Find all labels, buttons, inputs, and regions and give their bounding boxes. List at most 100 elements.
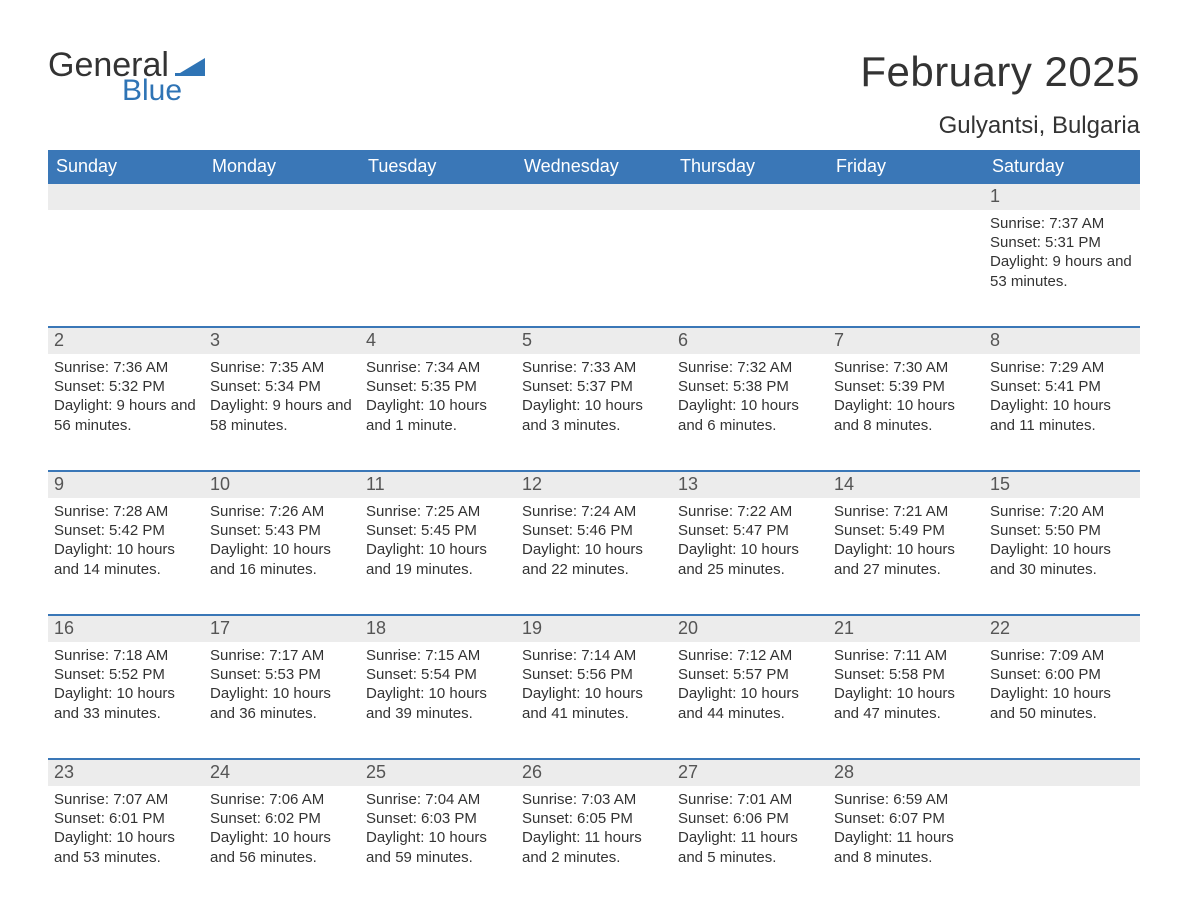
day-number: 3: [204, 328, 360, 354]
weekday-header: Monday: [204, 150, 360, 184]
day-number: [672, 184, 828, 210]
day-number: 11: [360, 472, 516, 498]
sunset-text: Sunset: 5:35 PM: [366, 377, 510, 396]
day-cell: Sunrise: 7:03 AMSunset: 6:05 PMDaylight:…: [516, 786, 672, 876]
sunset-text: Sunset: 6:05 PM: [522, 809, 666, 828]
day-number: 14: [828, 472, 984, 498]
sunset-text: Sunset: 5:32 PM: [54, 377, 198, 396]
day-number: 22: [984, 616, 1140, 642]
sunrise-text: Sunrise: 7:03 AM: [522, 790, 666, 809]
day-number: 9: [48, 472, 204, 498]
calendar-week: 9101112131415Sunrise: 7:28 AMSunset: 5:4…: [48, 470, 1140, 588]
day-cell: Sunrise: 7:04 AMSunset: 6:03 PMDaylight:…: [360, 786, 516, 876]
sunset-text: Sunset: 5:50 PM: [990, 521, 1134, 540]
daylight-text: Daylight: 9 hours and 56 minutes.: [54, 396, 198, 434]
weekday-header: Wednesday: [516, 150, 672, 184]
brand-word-2: Blue: [122, 76, 205, 106]
day-number: 2: [48, 328, 204, 354]
sunrise-text: Sunrise: 7:35 AM: [210, 358, 354, 377]
day-number: 1: [984, 184, 1140, 210]
daylight-text: Daylight: 10 hours and 59 minutes.: [366, 828, 510, 866]
weekday-header-row: SundayMondayTuesdayWednesdayThursdayFrid…: [48, 150, 1140, 184]
sunset-text: Sunset: 6:06 PM: [678, 809, 822, 828]
day-number: 25: [360, 760, 516, 786]
day-number: 4: [360, 328, 516, 354]
day-cell: Sunrise: 7:37 AMSunset: 5:31 PMDaylight:…: [984, 210, 1140, 300]
daylight-text: Daylight: 10 hours and 36 minutes.: [210, 684, 354, 722]
title-block: February 2025 Gulyantsi, Bulgaria: [860, 48, 1140, 140]
day-number-row: 2345678: [48, 328, 1140, 354]
sunset-text: Sunset: 5:49 PM: [834, 521, 978, 540]
day-cell: Sunrise: 7:28 AMSunset: 5:42 PMDaylight:…: [48, 498, 204, 588]
sunrise-text: Sunrise: 7:04 AM: [366, 790, 510, 809]
day-cell: Sunrise: 7:30 AMSunset: 5:39 PMDaylight:…: [828, 354, 984, 444]
sunset-text: Sunset: 5:37 PM: [522, 377, 666, 396]
day-number: 17: [204, 616, 360, 642]
daylight-text: Daylight: 9 hours and 58 minutes.: [210, 396, 354, 434]
day-number: 7: [828, 328, 984, 354]
calendar-week: 232425262728Sunrise: 7:07 AMSunset: 6:01…: [48, 758, 1140, 876]
day-number: 6: [672, 328, 828, 354]
page-header: General Blue February 2025 Gulyantsi, Bu…: [48, 48, 1140, 140]
weekday-header: Thursday: [672, 150, 828, 184]
day-cell: [984, 786, 1140, 876]
day-number-row: 9101112131415: [48, 472, 1140, 498]
sunrise-text: Sunrise: 7:21 AM: [834, 502, 978, 521]
calendar-grid: SundayMondayTuesdayWednesdayThursdayFrid…: [48, 150, 1140, 876]
day-cell: Sunrise: 7:36 AMSunset: 5:32 PMDaylight:…: [48, 354, 204, 444]
day-number-row: 232425262728: [48, 760, 1140, 786]
day-cell: Sunrise: 7:25 AMSunset: 5:45 PMDaylight:…: [360, 498, 516, 588]
day-cell: Sunrise: 7:15 AMSunset: 5:54 PMDaylight:…: [360, 642, 516, 732]
sunrise-text: Sunrise: 7:26 AM: [210, 502, 354, 521]
day-cell: [48, 210, 204, 300]
sunset-text: Sunset: 5:56 PM: [522, 665, 666, 684]
day-number: 8: [984, 328, 1140, 354]
daylight-text: Daylight: 10 hours and 25 minutes.: [678, 540, 822, 578]
day-cell: Sunrise: 7:01 AMSunset: 6:06 PMDaylight:…: [672, 786, 828, 876]
sunset-text: Sunset: 5:58 PM: [834, 665, 978, 684]
sunset-text: Sunset: 5:43 PM: [210, 521, 354, 540]
sunset-text: Sunset: 5:42 PM: [54, 521, 198, 540]
calendar-week: 16171819202122Sunrise: 7:18 AMSunset: 5:…: [48, 614, 1140, 732]
sunset-text: Sunset: 5:34 PM: [210, 377, 354, 396]
daylight-text: Daylight: 10 hours and 30 minutes.: [990, 540, 1134, 578]
day-cell: Sunrise: 7:20 AMSunset: 5:50 PMDaylight:…: [984, 498, 1140, 588]
calendar-page: General Blue February 2025 Gulyantsi, Bu…: [0, 0, 1188, 876]
day-number: 28: [828, 760, 984, 786]
sunset-text: Sunset: 5:53 PM: [210, 665, 354, 684]
sunrise-text: Sunrise: 7:14 AM: [522, 646, 666, 665]
day-content-row: Sunrise: 7:36 AMSunset: 5:32 PMDaylight:…: [48, 354, 1140, 444]
day-number-row: 1: [48, 184, 1140, 210]
day-content-row: Sunrise: 7:28 AMSunset: 5:42 PMDaylight:…: [48, 498, 1140, 588]
day-number: 15: [984, 472, 1140, 498]
day-cell: [516, 210, 672, 300]
day-cell: Sunrise: 7:18 AMSunset: 5:52 PMDaylight:…: [48, 642, 204, 732]
sunrise-text: Sunrise: 7:28 AM: [54, 502, 198, 521]
daylight-text: Daylight: 10 hours and 33 minutes.: [54, 684, 198, 722]
sunrise-text: Sunrise: 7:22 AM: [678, 502, 822, 521]
sunrise-text: Sunrise: 7:34 AM: [366, 358, 510, 377]
sunrise-text: Sunrise: 6:59 AM: [834, 790, 978, 809]
daylight-text: Daylight: 10 hours and 3 minutes.: [522, 396, 666, 434]
sunrise-text: Sunrise: 7:36 AM: [54, 358, 198, 377]
daylight-text: Daylight: 10 hours and 47 minutes.: [834, 684, 978, 722]
weekday-header: Saturday: [984, 150, 1140, 184]
sunrise-text: Sunrise: 7:15 AM: [366, 646, 510, 665]
day-cell: Sunrise: 7:29 AMSunset: 5:41 PMDaylight:…: [984, 354, 1140, 444]
weekday-header: Friday: [828, 150, 984, 184]
day-number: [48, 184, 204, 210]
sunrise-text: Sunrise: 7:07 AM: [54, 790, 198, 809]
sunset-text: Sunset: 5:39 PM: [834, 377, 978, 396]
day-number: 26: [516, 760, 672, 786]
day-cell: Sunrise: 7:12 AMSunset: 5:57 PMDaylight:…: [672, 642, 828, 732]
day-number: 5: [516, 328, 672, 354]
sunset-text: Sunset: 5:41 PM: [990, 377, 1134, 396]
sunrise-text: Sunrise: 7:12 AM: [678, 646, 822, 665]
daylight-text: Daylight: 10 hours and 53 minutes.: [54, 828, 198, 866]
day-cell: Sunrise: 7:35 AMSunset: 5:34 PMDaylight:…: [204, 354, 360, 444]
daylight-text: Daylight: 10 hours and 8 minutes.: [834, 396, 978, 434]
sunrise-text: Sunrise: 7:33 AM: [522, 358, 666, 377]
day-cell: Sunrise: 7:07 AMSunset: 6:01 PMDaylight:…: [48, 786, 204, 876]
sunset-text: Sunset: 5:31 PM: [990, 233, 1134, 252]
daylight-text: Daylight: 10 hours and 14 minutes.: [54, 540, 198, 578]
